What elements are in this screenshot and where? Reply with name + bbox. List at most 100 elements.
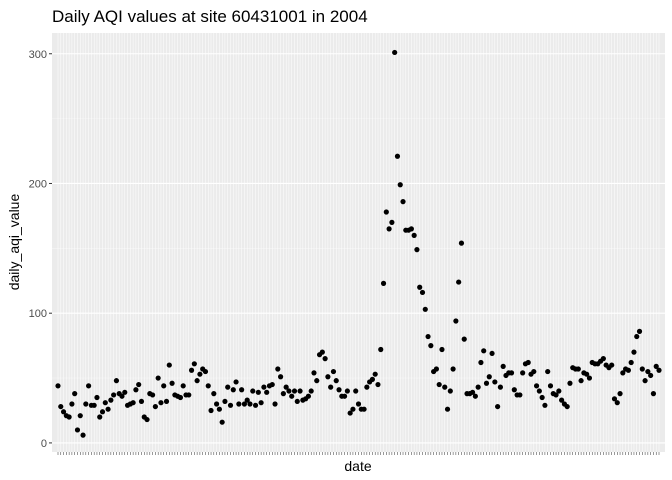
data-point — [645, 368, 651, 375]
data-point — [336, 387, 342, 393]
data-point — [536, 388, 542, 394]
data-point — [219, 419, 225, 425]
data-point — [553, 392, 559, 398]
data-point — [250, 388, 256, 394]
data-point — [380, 280, 387, 286]
data-point — [625, 367, 631, 373]
data-point — [264, 389, 270, 395]
data-point — [247, 401, 253, 407]
data-point — [631, 349, 637, 355]
data-point — [584, 371, 590, 377]
data-point — [258, 400, 264, 406]
data-point — [428, 343, 434, 349]
data-point — [319, 349, 325, 355]
data-point — [161, 383, 167, 389]
data-point — [442, 384, 448, 390]
data-point — [372, 371, 378, 377]
data-point — [400, 199, 406, 205]
data-point — [188, 367, 195, 373]
data-point — [155, 375, 161, 381]
data-point — [433, 366, 440, 372]
data-point — [353, 388, 359, 394]
data-point — [620, 370, 626, 376]
data-point — [495, 403, 501, 410]
data-point — [444, 406, 451, 412]
data-point — [77, 413, 83, 419]
y-tick-label: 0 — [41, 438, 47, 450]
data-point — [58, 403, 64, 410]
data-point — [611, 396, 618, 402]
data-point — [74, 427, 81, 433]
data-point — [136, 381, 142, 388]
data-point — [283, 384, 289, 390]
y-axis-title: daily_aqi_value — [6, 194, 22, 291]
data-point — [492, 379, 498, 385]
data-point — [244, 397, 250, 403]
data-point — [375, 381, 381, 388]
data-point — [436, 381, 442, 388]
data-point — [255, 389, 261, 395]
data-point — [511, 387, 517, 393]
data-point — [617, 391, 623, 397]
data-point — [166, 362, 172, 368]
data-point — [648, 372, 654, 379]
data-point — [158, 400, 164, 406]
data-point — [72, 391, 78, 397]
data-point — [653, 363, 659, 369]
data-point — [211, 391, 217, 397]
data-point — [369, 376, 376, 382]
data-point — [545, 368, 551, 375]
data-point — [213, 401, 220, 407]
y-axis-ticks: 0 100 200 300 — [29, 49, 52, 450]
data-point — [392, 49, 398, 56]
data-point — [475, 384, 481, 390]
data-point — [472, 393, 478, 399]
data-point — [481, 348, 487, 354]
data-point — [222, 398, 228, 405]
data-point — [333, 378, 339, 384]
data-point — [542, 402, 548, 408]
data-point — [383, 209, 389, 215]
data-point — [344, 388, 350, 394]
data-point — [531, 368, 537, 375]
data-point — [361, 406, 367, 412]
data-point — [269, 381, 275, 388]
data-point — [634, 333, 640, 340]
data-point — [216, 406, 222, 412]
data-point — [322, 356, 328, 362]
data-point — [642, 378, 648, 384]
data-point — [144, 416, 150, 423]
data-point — [341, 393, 348, 399]
data-point — [539, 394, 545, 401]
data-point — [99, 409, 106, 415]
data-point — [227, 402, 234, 408]
data-point — [280, 391, 286, 397]
data-point — [650, 391, 657, 397]
data-point — [533, 383, 540, 389]
data-point — [97, 414, 103, 420]
data-point — [191, 361, 197, 367]
data-point — [497, 384, 504, 390]
data-point — [233, 379, 239, 385]
data-point — [94, 394, 100, 401]
data-point — [138, 398, 145, 405]
data-point — [177, 394, 184, 401]
data-point — [122, 389, 128, 395]
y-tick-label: 100 — [29, 308, 47, 320]
major-gridlines — [52, 33, 665, 452]
data-point — [102, 400, 108, 406]
data-point — [567, 380, 573, 386]
data-point — [241, 401, 248, 407]
data-point — [586, 375, 593, 381]
data-point — [60, 409, 67, 415]
data-point — [225, 384, 231, 390]
x-axis-title: date — [344, 458, 371, 474]
data-point — [325, 374, 331, 380]
data-point — [453, 318, 459, 324]
data-point — [252, 402, 259, 408]
data-point — [489, 350, 495, 357]
data-point — [556, 388, 562, 394]
data-point — [520, 370, 526, 376]
data-point — [483, 380, 490, 386]
data-point — [350, 406, 356, 412]
